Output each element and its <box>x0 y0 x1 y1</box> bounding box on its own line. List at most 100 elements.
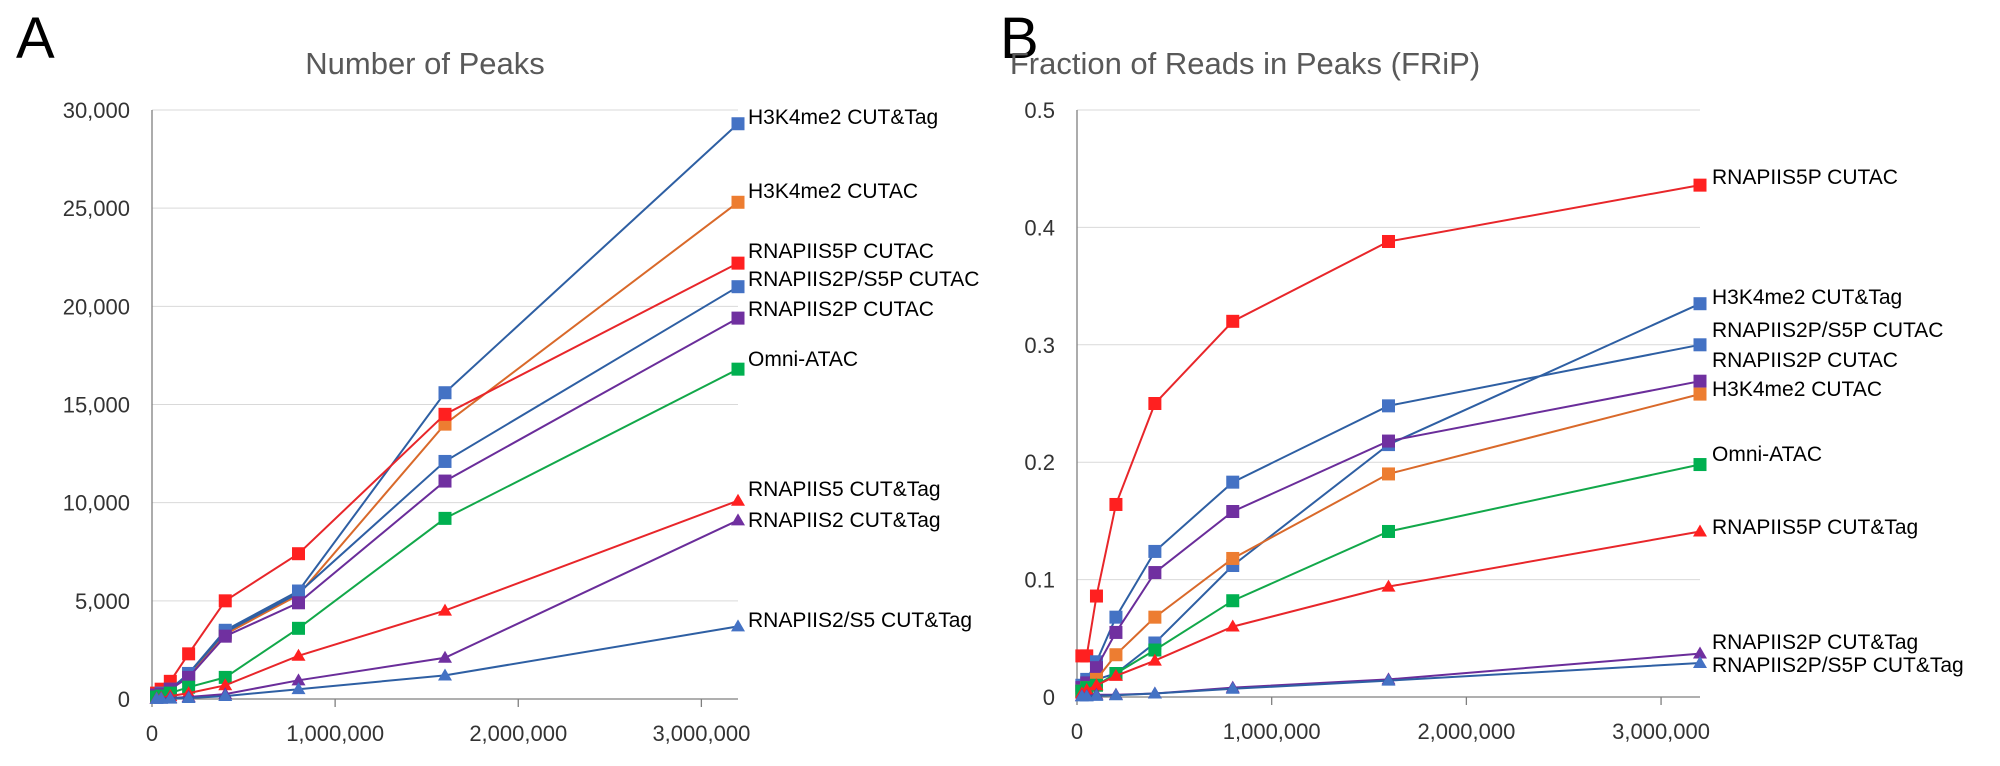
data-point-square <box>1226 551 1240 565</box>
data-point-triangle <box>438 650 452 663</box>
series-label: RNAPIIS2P/S5P CUTAC <box>1712 319 1943 342</box>
series-label: RNAPIIS2/S5 CUT&Tag <box>748 609 972 632</box>
data-point-square <box>438 386 452 400</box>
series-label: H3K4me2 CUTAC <box>1712 378 1882 401</box>
data-point-triangle <box>181 691 196 704</box>
data-point-triangle <box>291 673 306 686</box>
data-point-square <box>1109 625 1123 639</box>
data-point-square <box>218 670 232 684</box>
series-label: H3K4me2 CUT&Tag <box>1712 286 1902 309</box>
data-point-square <box>731 117 745 131</box>
series-line <box>1081 463 1701 692</box>
data-point-triangle <box>1147 686 1162 699</box>
data-point-square <box>1382 434 1395 448</box>
data-point-triangle <box>731 493 745 506</box>
chart-panel-a: A Number of Peaks 0 5,000 10,000 15,000 20,0… <box>16 6 979 746</box>
series-a-9: RNAPIIS2/S5 CUT&Tag <box>149 609 972 704</box>
data-point-triangle <box>438 603 452 616</box>
data-point-triangle <box>438 668 452 681</box>
chart-title-b: Fraction of Reads in Peaks (FRiP) <box>1010 46 1480 81</box>
data-point-square <box>731 195 745 209</box>
series-label: Omni-ATAC <box>1712 443 1822 466</box>
data-point-square <box>1382 399 1395 413</box>
series-line <box>1081 343 1701 686</box>
y-tick-label: 0.5 <box>1024 98 1055 123</box>
data-point-square <box>1693 387 1707 401</box>
data-point-triangle <box>1089 688 1104 701</box>
series-line <box>1081 652 1701 697</box>
chart-title-a: Number of Peaks <box>305 46 545 81</box>
data-point-square <box>1089 589 1103 603</box>
data-point-square <box>182 647 196 661</box>
data-point-square <box>1109 497 1123 511</box>
data-point-triangle <box>1693 646 1707 659</box>
series-line <box>1081 184 1701 657</box>
data-point-square <box>1226 475 1240 489</box>
series-b-4: RNAPIIS2P CUTAC <box>1075 349 1898 695</box>
series-label: RNAPIIS2P/S5P CUT&Tag <box>1712 654 1964 677</box>
data-point-square <box>1148 544 1162 558</box>
panel-label-a: A <box>16 6 55 71</box>
data-point-square <box>731 280 745 294</box>
data-point-square <box>1089 661 1103 675</box>
data-point-square <box>438 407 452 421</box>
data-point-square <box>218 594 232 608</box>
x-tick-label: 3,000,000 <box>652 721 750 746</box>
series-label: Omni-ATAC <box>748 348 858 371</box>
data-point-triangle <box>163 691 178 704</box>
series-label: H3K4me2 CUT&Tag <box>748 106 938 129</box>
data-point-triangle <box>1079 689 1094 702</box>
data-point-triangle <box>154 691 169 704</box>
data-point-square <box>182 670 196 684</box>
data-point-square <box>1226 505 1240 519</box>
data-point-square <box>731 362 745 376</box>
y-tick-label: 0.3 <box>1024 333 1055 358</box>
data-point-square <box>1382 234 1395 248</box>
data-point-square <box>731 311 745 325</box>
series-label: RNAPIIS5 CUT&Tag <box>748 478 941 501</box>
data-point-square <box>438 474 452 488</box>
data-point-square <box>1382 524 1395 538</box>
y-tick-label: 20,000 <box>63 294 130 319</box>
data-point-square <box>438 511 452 525</box>
series-line <box>156 317 739 697</box>
data-point-square <box>1226 314 1240 328</box>
data-point-square <box>438 454 452 468</box>
y-tick-label: 10,000 <box>63 491 130 516</box>
data-point-square <box>1109 648 1123 662</box>
data-point-triangle <box>1225 681 1240 694</box>
series-label: RNAPIIS5P CUTAC <box>1712 166 1898 189</box>
data-point-square <box>292 547 305 561</box>
data-point-square <box>1693 458 1707 472</box>
series-a-5: RNAPIIS2P CUTAC <box>150 298 934 702</box>
data-point-triangle <box>1225 619 1240 632</box>
series-label: H3K4me2 CUTAC <box>748 180 918 203</box>
data-point-triangle <box>291 648 306 661</box>
data-point-square <box>1148 610 1162 624</box>
data-point-square <box>1693 178 1707 192</box>
series-label: RNAPIIS5P CUTAC <box>748 240 934 263</box>
x-tick-label: 1,000,000 <box>286 721 384 746</box>
series-label: RNAPIIS2 CUT&Tag <box>748 509 941 532</box>
series-line <box>156 285 739 697</box>
data-point-triangle <box>1693 524 1707 537</box>
x-tick-label: 3,000,000 <box>1612 719 1710 744</box>
series-label: RNAPIIS2P CUTAC <box>748 298 934 321</box>
data-point-triangle <box>1693 655 1707 668</box>
data-point-square <box>218 629 232 643</box>
data-point-square <box>1148 397 1162 410</box>
data-point-square <box>292 586 305 600</box>
x-tick-label: 1,000,000 <box>1223 719 1321 744</box>
data-point-square <box>1693 297 1707 311</box>
x-tick-label: 2,000,000 <box>1417 719 1515 744</box>
data-point-triangle <box>731 619 745 632</box>
y-tick-label: 30,000 <box>63 98 130 123</box>
x-tick-label: 2,000,000 <box>469 721 567 746</box>
data-point-triangle <box>1089 678 1104 691</box>
series-b-9: RNAPIIS2P/S5P CUT&Tag <box>1074 654 1964 702</box>
data-point-triangle <box>218 689 233 702</box>
data-point-triangle <box>291 682 306 695</box>
y-tick-label: 15,000 <box>63 393 130 418</box>
panel-label-b: B <box>1000 6 1039 71</box>
